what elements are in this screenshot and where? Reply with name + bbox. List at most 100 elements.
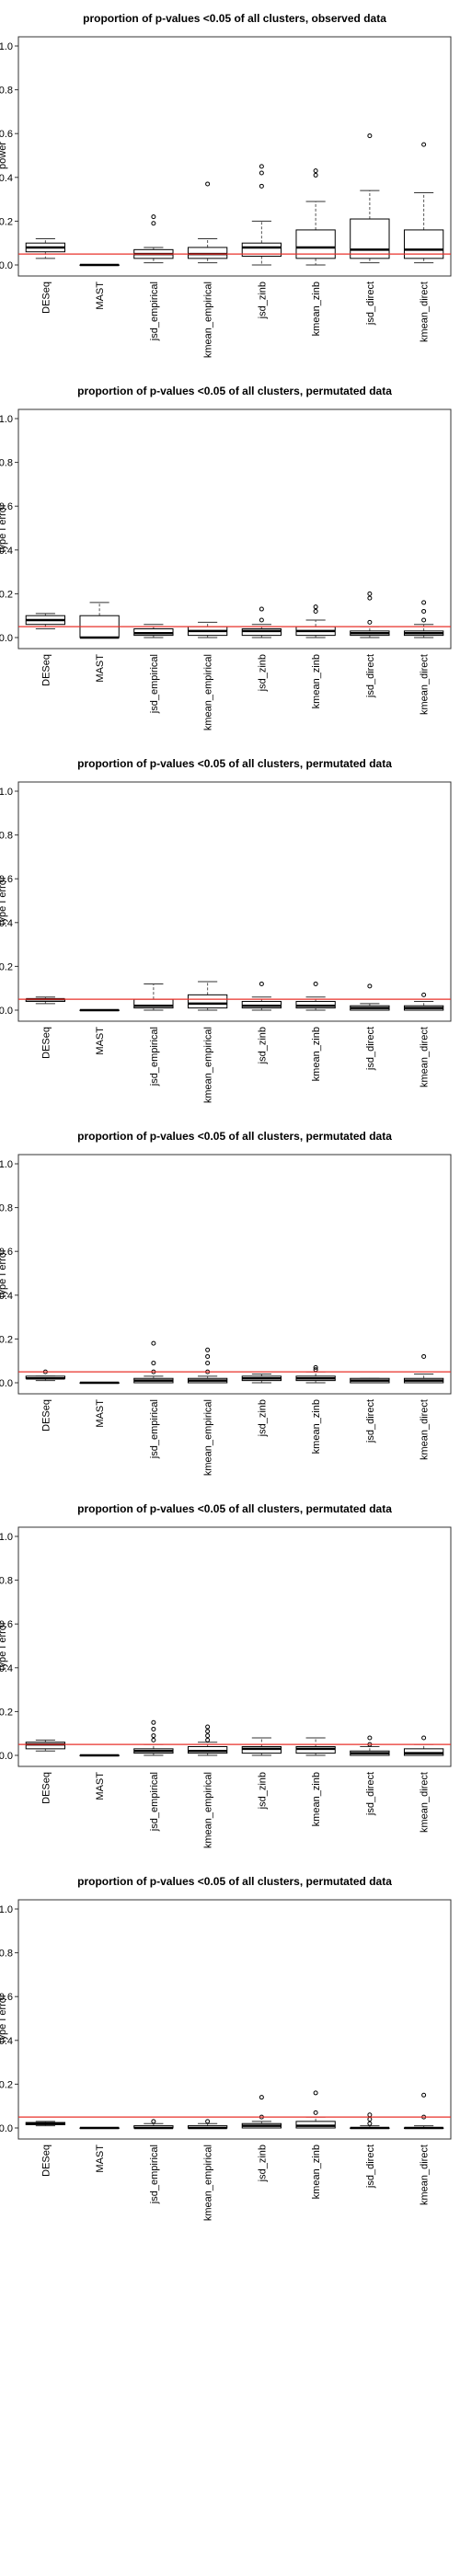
box-MAST bbox=[79, 263, 120, 267]
outlier-point bbox=[151, 221, 156, 226]
y-tick-label: 0.6 bbox=[0, 501, 13, 512]
outlier-point bbox=[313, 981, 318, 986]
box-kmean_empirical bbox=[187, 2119, 228, 2130]
box-kmean_zinb bbox=[295, 604, 336, 638]
y-tick-label: 1.0 bbox=[0, 41, 13, 52]
y-tick-label: 0.2 bbox=[0, 1334, 13, 1345]
x-tick-label: jsd_direct bbox=[365, 1772, 376, 1816]
box-jsd_direct bbox=[350, 1377, 390, 1384]
outlier-point bbox=[259, 981, 264, 986]
outlier-point bbox=[151, 1340, 156, 1346]
x-tick-label: DESeq bbox=[40, 2145, 52, 2177]
outlier-point bbox=[313, 172, 318, 178]
x-tick-label: MAST bbox=[95, 1027, 106, 1055]
box-kmean_zinb bbox=[295, 2090, 336, 2129]
outlier-point bbox=[259, 2095, 264, 2100]
chart-title: proportion of p-values <0.05 of all clus… bbox=[77, 1875, 392, 1888]
box-DESeq bbox=[25, 237, 66, 259]
x-tick-label: MAST bbox=[95, 654, 106, 683]
box-jsd_direct bbox=[350, 983, 390, 1011]
box-jsd_direct bbox=[350, 133, 390, 264]
outlier-point bbox=[367, 591, 373, 596]
box-jsd_empirical bbox=[133, 983, 174, 1011]
box-kmean_empirical bbox=[187, 181, 228, 264]
chart-panel: proportion of p-values <0.05 of all clus… bbox=[0, 1130, 452, 1476]
chart-panel: proportion of p-values <0.05 of all clus… bbox=[0, 12, 452, 358]
plot-frame bbox=[17, 1154, 452, 1395]
outlier-point bbox=[313, 608, 318, 614]
box-jsd_empirical bbox=[133, 624, 174, 638]
outlier-point bbox=[205, 1733, 211, 1739]
y-tick-label: 0.0 bbox=[0, 633, 13, 644]
y-tick-label: 0.2 bbox=[0, 961, 13, 972]
y-tick-label: 0.6 bbox=[0, 1992, 13, 2003]
box-DESeq bbox=[25, 613, 66, 629]
y-tick-label: 0.0 bbox=[0, 1006, 13, 1017]
y-tick-label: 1.0 bbox=[0, 414, 13, 425]
outlier-point bbox=[151, 214, 156, 220]
outlier-point bbox=[367, 2112, 373, 2118]
x-tick-label: kmean_direct bbox=[420, 1027, 431, 1087]
outlier-point bbox=[367, 619, 373, 625]
x-tick-label: kmean_direct bbox=[420, 654, 431, 715]
y-tick-label: 1.0 bbox=[0, 1532, 13, 1543]
x-tick-label: jsd_zinb bbox=[257, 2145, 268, 2182]
outlier-point bbox=[151, 1733, 156, 1739]
x-tick-label: jsd_direct bbox=[365, 654, 376, 698]
y-tick-label: 0.6 bbox=[0, 1619, 13, 1630]
x-tick-label: jsd_empirical bbox=[149, 282, 160, 341]
x-tick-label: jsd_zinb bbox=[257, 654, 268, 692]
y-axis-label: type I error bbox=[0, 503, 8, 553]
box-MAST bbox=[79, 2126, 120, 2130]
y-tick-label: 1.0 bbox=[0, 1904, 13, 1915]
outlier-point bbox=[421, 1735, 427, 1741]
x-tick-label: jsd_zinb bbox=[257, 1772, 268, 1810]
y-tick-label: 0.8 bbox=[0, 458, 13, 469]
box-jsd_empirical bbox=[133, 214, 174, 264]
outlier-point bbox=[367, 983, 373, 989]
x-tick-label: kmean_empirical bbox=[203, 282, 214, 358]
chart-title: proportion of p-values <0.05 of all clus… bbox=[77, 385, 392, 397]
outlier-point bbox=[151, 1361, 156, 1366]
box-DESeq bbox=[25, 996, 66, 1005]
outlier-point bbox=[421, 600, 427, 605]
x-tick-label: jsd_zinb bbox=[257, 282, 268, 319]
chart-title: proportion of p-values <0.05 of all clus… bbox=[83, 12, 386, 25]
y-tick-label: 0.4 bbox=[0, 1291, 13, 1302]
outlier-point bbox=[421, 617, 427, 623]
y-axis-label: type I error bbox=[0, 1621, 8, 1671]
box-jsd_direct bbox=[350, 1735, 390, 1756]
x-tick-label: DESeq bbox=[40, 282, 52, 314]
box-jsd_empirical bbox=[133, 1340, 174, 1384]
x-tick-label: jsd_empirical bbox=[149, 2145, 160, 2204]
y-tick-label: 0.2 bbox=[0, 1707, 13, 1718]
y-tick-label: 0.8 bbox=[0, 831, 13, 842]
y-tick-label: 0.6 bbox=[0, 1247, 13, 1258]
x-tick-label: kmean_empirical bbox=[203, 2145, 214, 2221]
y-tick-label: 0.6 bbox=[0, 129, 13, 140]
x-tick-label: kmean_zinb bbox=[311, 1772, 322, 1826]
box-kmean_zinb bbox=[295, 168, 336, 266]
outlier-point bbox=[313, 168, 318, 174]
outlier-point bbox=[205, 1347, 211, 1352]
x-tick-label: jsd_empirical bbox=[149, 1399, 160, 1459]
y-tick-label: 0.8 bbox=[0, 1203, 13, 1214]
box-jsd_direct bbox=[350, 2112, 390, 2130]
outlier-point bbox=[259, 617, 264, 623]
box-jsd_zinb bbox=[241, 606, 282, 638]
y-tick-label: 0.8 bbox=[0, 86, 13, 97]
outlier-point bbox=[421, 142, 427, 147]
outlier-point bbox=[421, 2092, 427, 2098]
y-axis-label: type I error bbox=[0, 1248, 8, 1298]
y-tick-label: 0.0 bbox=[0, 2123, 13, 2134]
y-tick-label: 0.2 bbox=[0, 2079, 13, 2090]
y-tick-label: 0.8 bbox=[0, 1949, 13, 1960]
x-tick-label: DESeq bbox=[40, 1772, 52, 1804]
plot-frame bbox=[17, 1526, 452, 1767]
outlier-point bbox=[205, 181, 211, 187]
chart-title: proportion of p-values <0.05 of all clus… bbox=[77, 1130, 392, 1143]
x-tick-label: MAST bbox=[95, 282, 106, 310]
box-jsd_zinb bbox=[241, 164, 282, 266]
y-axis-label: type I error bbox=[0, 1994, 8, 2043]
box-iqr bbox=[350, 218, 390, 259]
